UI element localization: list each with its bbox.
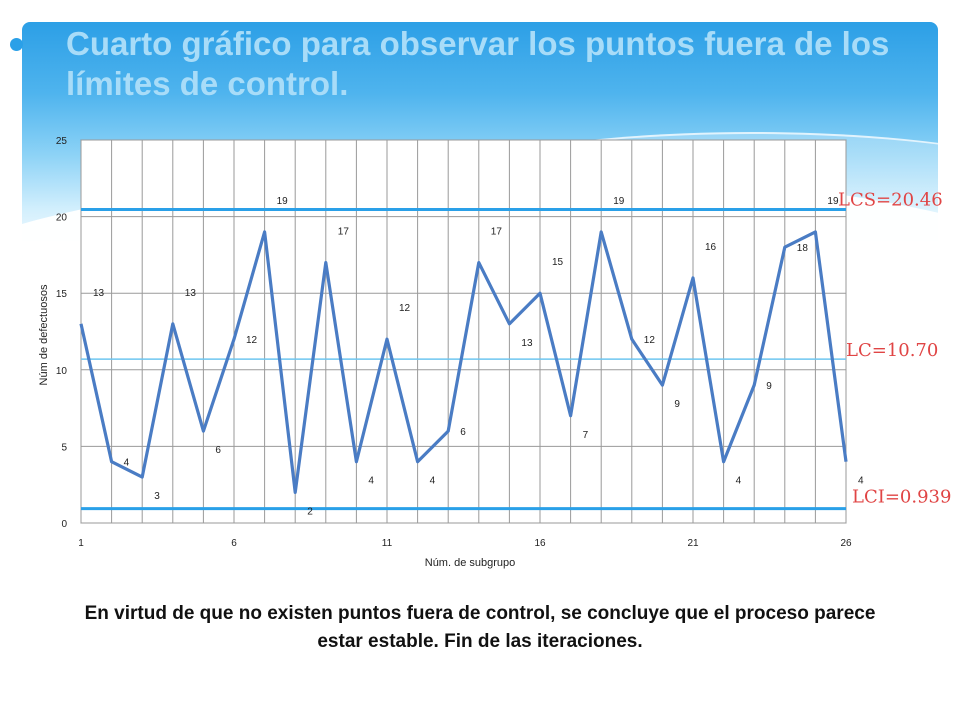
data-label: 19 [827, 196, 839, 207]
series-line [79, 230, 848, 494]
data-label: 6 [460, 427, 466, 438]
data-label: 9 [766, 381, 772, 392]
x-tick-label: 1 [78, 538, 84, 549]
slide-title: Cuarto gráfico para observar los puntos … [66, 25, 890, 102]
y-tick-label: 0 [61, 519, 67, 530]
bullet-icon [10, 38, 23, 51]
y-axis-label: Núm de defectuosos [38, 284, 50, 385]
y-tick-label: 5 [61, 442, 67, 453]
data-label: 3 [154, 491, 160, 502]
x-tick-label: 26 [840, 538, 852, 549]
data-label: 13 [521, 338, 533, 349]
data-label: 4 [124, 458, 130, 469]
x-tick-label: 21 [687, 538, 699, 549]
y-axis: 0 5 10 15 20 25 [56, 136, 68, 530]
data-label: 12 [399, 303, 411, 314]
data-label: 17 [491, 227, 503, 238]
data-label: 17 [338, 227, 350, 238]
plot-area [80, 139, 847, 524]
y-tick-label: 15 [56, 289, 68, 300]
data-label: 9 [674, 399, 680, 410]
series-defectuosos [79, 230, 848, 494]
data-label: 19 [613, 196, 625, 207]
x-tick-label: 16 [534, 538, 546, 549]
data-label: 13 [93, 288, 105, 299]
x-tick-label: 6 [231, 538, 237, 549]
x-axis: 1 6 11 16 21 26 [78, 538, 852, 549]
control-limits: LCS=20.46 LC=10.70 LCI=0.939 [81, 190, 951, 511]
data-label: 12 [246, 335, 258, 346]
x-axis-label: Núm. de subgrupo [425, 557, 516, 569]
data-label: 4 [858, 476, 864, 487]
control-limit-lc-label: LC=10.70 [846, 340, 938, 361]
data-label: 19 [277, 196, 289, 207]
data-label: 6 [215, 445, 221, 456]
data-label: 13 [185, 288, 197, 299]
data-label: 4 [368, 476, 374, 487]
data-label: 16 [705, 242, 717, 253]
data-label: 4 [736, 476, 742, 487]
y-tick-label: 25 [56, 136, 68, 147]
chart-grid [80, 139, 847, 524]
data-labels: 13 4 3 13 6 12 19 2 17 4 12 4 6 17 13 15 7 19 12 9 16 4 9 18 19 4 [93, 196, 864, 517]
data-label: 7 [583, 430, 589, 441]
y-tick-label: 20 [56, 213, 68, 224]
control-limit-lcs-label: LCS=20.46 [838, 190, 943, 211]
control-limit-lci-label: LCI=0.939 [852, 487, 951, 508]
data-label: 18 [797, 243, 809, 254]
conclusion-text: En virtud de que no existen puntos fuera… [84, 603, 876, 652]
data-label: 2 [307, 506, 313, 517]
x-tick-label: 11 [382, 538, 393, 549]
y-tick-label: 10 [56, 366, 68, 377]
data-label: 15 [552, 257, 564, 268]
data-label: 12 [644, 335, 656, 346]
data-label: 4 [430, 476, 436, 487]
